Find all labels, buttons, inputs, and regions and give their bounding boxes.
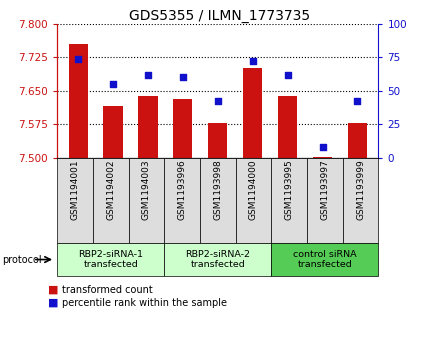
Text: GSM1193995: GSM1193995 [285,160,293,220]
Text: transformed count: transformed count [62,285,152,295]
Text: GSM1194001: GSM1194001 [70,160,80,220]
Point [144,72,151,78]
Point [110,81,117,87]
Text: GSM1193996: GSM1193996 [178,160,187,220]
Bar [243,68,262,158]
Bar [208,123,227,158]
Point [284,72,291,78]
Point [354,99,361,105]
Text: GSM1194003: GSM1194003 [142,160,151,220]
Point [75,56,82,61]
Bar [313,157,332,158]
Text: RBP2-siRNA-1
transfected: RBP2-siRNA-1 transfected [78,250,143,269]
Point [319,144,326,150]
Point [214,99,221,105]
Bar [278,96,297,158]
Point [249,58,256,64]
Text: control siRNA
transfected: control siRNA transfected [293,250,357,269]
Text: GSM1193999: GSM1193999 [356,160,365,220]
Text: ■: ■ [48,285,59,295]
Text: GSM1194002: GSM1194002 [106,160,115,220]
Text: GSM1194000: GSM1194000 [249,160,258,220]
Text: protocol: protocol [2,254,42,265]
Bar [348,123,367,158]
Text: RBP2-siRNA-2
transfected: RBP2-siRNA-2 transfected [185,250,250,269]
Point [180,74,187,80]
Bar [69,44,88,158]
Bar [173,99,192,158]
Text: GSM1193998: GSM1193998 [213,160,222,220]
Text: GSM1193997: GSM1193997 [320,160,330,220]
Text: GDS5355 / ILMN_1773735: GDS5355 / ILMN_1773735 [129,9,311,23]
Text: ■: ■ [48,298,59,308]
Text: percentile rank within the sample: percentile rank within the sample [62,298,227,308]
Bar [138,96,158,158]
Bar [103,106,123,158]
